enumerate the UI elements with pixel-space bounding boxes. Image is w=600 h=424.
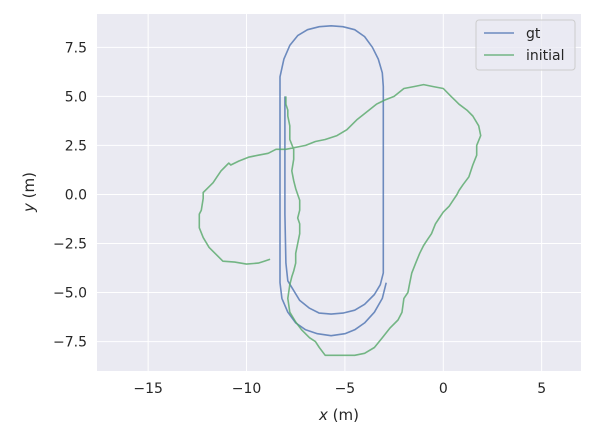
gridlines: [97, 14, 581, 371]
x-axis-label: x (m): [318, 406, 359, 424]
x-tick-label: −15: [133, 381, 163, 397]
plot-background: [97, 14, 581, 371]
legend-label-initial: initial: [526, 48, 565, 64]
y-tick-label: 5.0: [65, 89, 87, 105]
x-tick-label: 0: [439, 381, 448, 397]
x-tick-label: 5: [537, 381, 546, 397]
tick-labels: −15 −10 −5 0 5 −7.5 −5.0 −2.5 0.0 2.5 5.0 7.5: [53, 40, 546, 397]
series-line-initial: [198, 83, 482, 357]
y-tick-label: 0.0: [65, 187, 87, 203]
y-tick-label: −7.5: [53, 335, 87, 351]
series-layer: [198, 24, 482, 357]
x-tick-label: −10: [232, 381, 262, 397]
y-tick-label: −2.5: [53, 237, 87, 253]
y-tick-label: −5.0: [53, 286, 87, 302]
x-tick-label: −5: [335, 381, 356, 397]
y-tick-label: 7.5: [65, 40, 87, 56]
y-tick-label: 2.5: [65, 138, 87, 154]
legend: gt initial: [475, 19, 576, 71]
y-axis-label: y (m): [20, 172, 38, 213]
legend-label-gt: gt: [526, 26, 541, 42]
series-line-gt: [279, 24, 387, 337]
